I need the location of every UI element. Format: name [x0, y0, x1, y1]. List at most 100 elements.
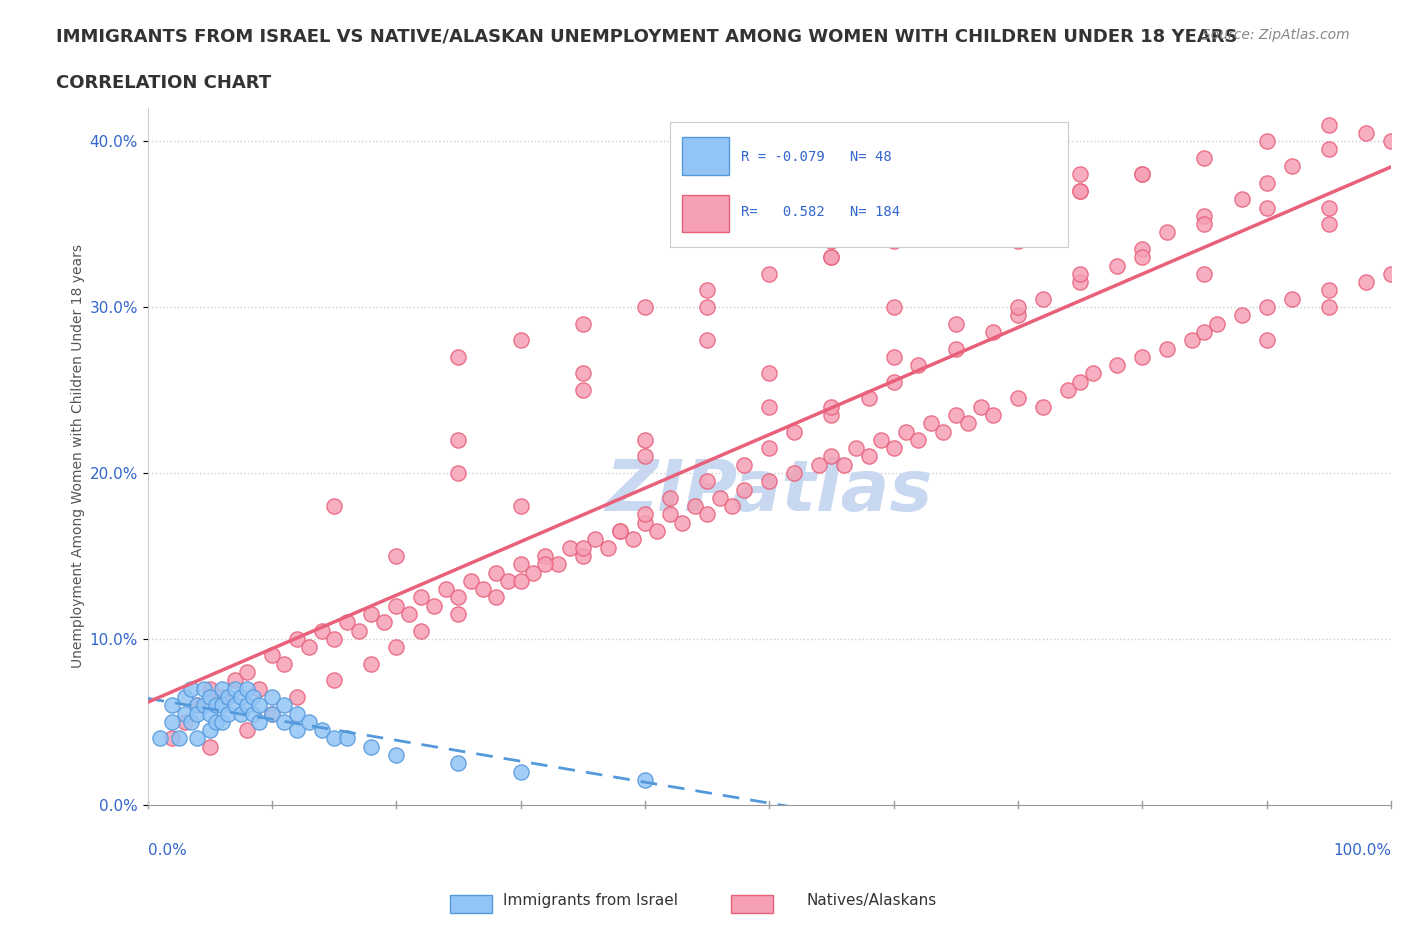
Point — [920, 416, 942, 431]
Text: CORRELATION CHART: CORRELATION CHART — [56, 74, 271, 92]
Point — [411, 590, 433, 604]
Text: ZIPatlas: ZIPatlas — [606, 457, 934, 525]
Point — [229, 689, 252, 704]
Point — [347, 623, 370, 638]
Point — [1317, 283, 1340, 298]
Text: Immigrants from Israel: Immigrants from Israel — [503, 893, 678, 908]
Point — [1032, 399, 1054, 414]
Point — [758, 474, 780, 489]
Point — [1206, 316, 1229, 331]
Point — [211, 714, 233, 729]
Point — [1181, 333, 1204, 348]
Point — [460, 574, 482, 589]
Point — [1056, 382, 1078, 397]
Point — [658, 507, 681, 522]
Point — [1256, 200, 1278, 215]
Point — [285, 631, 308, 646]
Point — [447, 756, 470, 771]
Point — [1256, 134, 1278, 149]
Point — [1317, 200, 1340, 215]
Text: Natives/Alaskans: Natives/Alaskans — [807, 893, 936, 908]
Point — [883, 233, 905, 248]
Point — [596, 540, 619, 555]
Point — [1256, 299, 1278, 314]
Point — [224, 673, 246, 688]
Point — [236, 723, 259, 737]
Point — [509, 557, 531, 572]
Point — [845, 441, 868, 456]
Point — [1081, 366, 1104, 381]
Point — [858, 449, 880, 464]
Point — [609, 524, 631, 538]
Point — [323, 673, 346, 688]
Point — [180, 714, 202, 729]
Point — [1069, 183, 1091, 198]
Point — [634, 515, 657, 530]
Point — [323, 498, 346, 513]
Point — [447, 590, 470, 604]
Point — [1032, 291, 1054, 306]
Point — [198, 682, 221, 697]
Point — [285, 706, 308, 721]
Point — [496, 574, 519, 589]
Point — [167, 731, 190, 746]
Point — [273, 714, 295, 729]
Point — [1107, 358, 1129, 373]
Point — [858, 391, 880, 405]
Point — [447, 432, 470, 447]
Point — [758, 399, 780, 414]
Point — [1317, 117, 1340, 132]
Point — [509, 574, 531, 589]
Point — [1069, 267, 1091, 282]
Point — [571, 549, 593, 564]
Point — [571, 316, 593, 331]
Point — [783, 466, 806, 481]
Point — [1194, 217, 1216, 232]
Point — [236, 698, 259, 712]
Point — [583, 532, 606, 547]
Point — [1156, 225, 1178, 240]
Point — [1130, 166, 1153, 181]
Point — [211, 689, 233, 704]
Point — [205, 714, 228, 729]
Point — [173, 714, 195, 729]
Point — [820, 250, 842, 265]
Point — [260, 706, 283, 721]
Text: 0.0%: 0.0% — [148, 844, 187, 858]
Point — [945, 316, 967, 331]
Point — [945, 166, 967, 181]
Point — [1007, 308, 1029, 323]
Point — [522, 565, 544, 580]
Point — [709, 490, 731, 505]
Point — [547, 557, 569, 572]
Point — [249, 682, 271, 697]
Point — [273, 698, 295, 712]
Point — [945, 200, 967, 215]
Point — [1317, 217, 1340, 232]
Point — [696, 283, 718, 298]
Y-axis label: Unemployment Among Women with Children Under 18 years: Unemployment Among Women with Children U… — [72, 245, 86, 669]
Point — [696, 474, 718, 489]
Point — [472, 581, 495, 596]
Point — [932, 424, 955, 439]
Point — [198, 706, 221, 721]
Point — [173, 689, 195, 704]
Point — [434, 581, 457, 596]
Point — [571, 382, 593, 397]
Point — [447, 466, 470, 481]
Point — [945, 407, 967, 422]
Point — [285, 723, 308, 737]
Point — [907, 432, 929, 447]
Point — [1355, 126, 1378, 140]
Point — [162, 714, 184, 729]
Point — [193, 698, 215, 712]
Point — [634, 773, 657, 788]
Point — [509, 764, 531, 779]
Point — [1379, 267, 1402, 282]
Point — [422, 598, 444, 613]
Point — [224, 682, 246, 697]
Point — [945, 341, 967, 356]
Point — [571, 540, 593, 555]
Point — [1007, 391, 1029, 405]
Point — [173, 706, 195, 721]
